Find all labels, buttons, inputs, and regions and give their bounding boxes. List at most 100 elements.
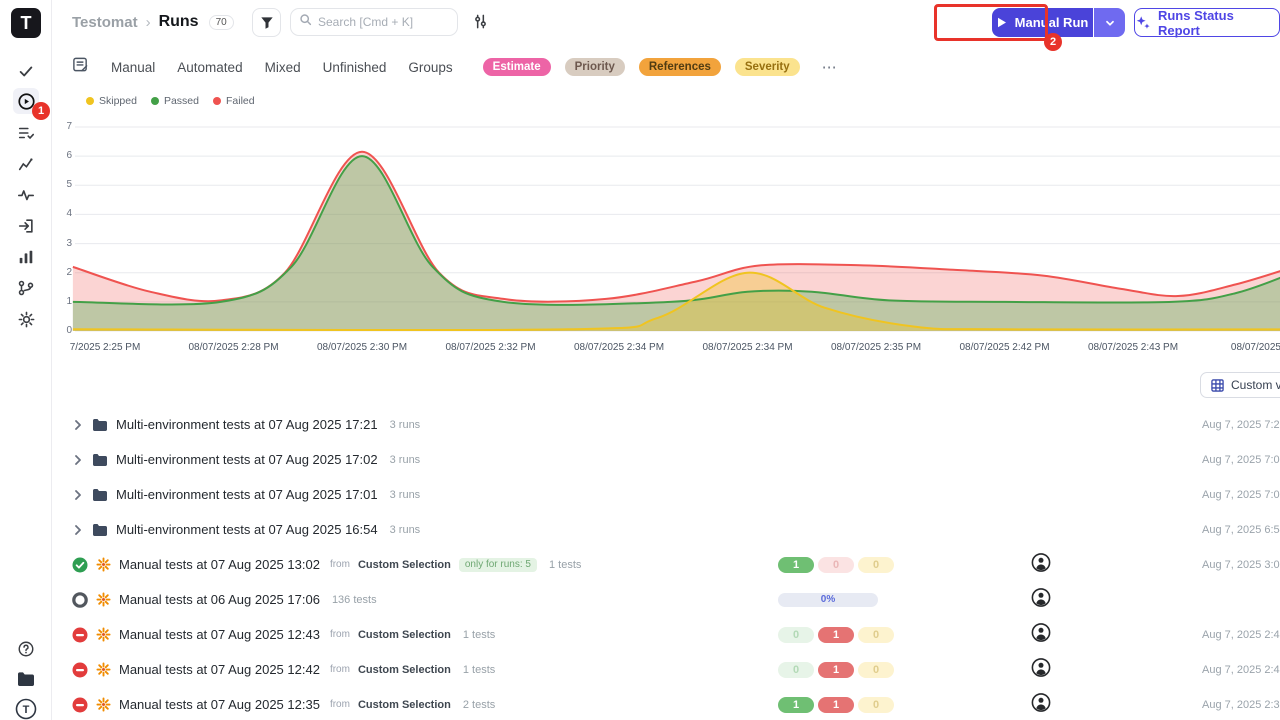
run-from-label: from (329, 559, 350, 570)
manual-run-dropdown-button[interactable] (1094, 8, 1125, 37)
sidebar-settings-gear-icon[interactable] (13, 306, 39, 332)
tab-automated[interactable]: Automated (177, 59, 243, 75)
manual-run-icon (96, 662, 111, 677)
y-tick: 2 (66, 266, 72, 278)
sidebar-analytics-icon[interactable] (13, 151, 39, 177)
top-header: Testomat › Runs 70 Manual Run Runs Statu… (52, 0, 1280, 46)
sidebar-tasks-icon[interactable] (13, 120, 39, 146)
sidebar-import-icon[interactable] (13, 213, 39, 239)
chevron-right-icon[interactable] (72, 419, 84, 430)
run-from-label: from (329, 629, 350, 640)
run-group-row[interactable]: Multi-environment tests at 07 Aug 2025 1… (72, 512, 1280, 547)
run-title[interactable]: Manual tests at 06 Aug 2025 17:06 (119, 592, 320, 607)
sidebar-branches-icon[interactable] (13, 275, 39, 301)
run-row[interactable]: Manual tests at 07 Aug 2025 12:43 from Cus… (72, 617, 1280, 652)
filter-pill-priority[interactable]: Priority (564, 58, 625, 76)
run-title[interactable]: Multi-environment tests at 07 Aug 2025 1… (116, 522, 378, 537)
skipped-count-pill: 0 (858, 661, 894, 678)
run-title[interactable]: Manual tests at 07 Aug 2025 13:02 (119, 557, 320, 572)
y-tick: 7 (66, 121, 72, 132)
x-tick: 08/07/2025 2:42 PM (959, 342, 1050, 353)
run-title[interactable]: Manual tests at 07 Aug 2025 12:35 (119, 697, 320, 712)
run-title[interactable]: Manual tests at 07 Aug 2025 12:42 (119, 662, 320, 677)
run-from-label: from (329, 664, 350, 675)
failed-count-pill: 0 (818, 556, 854, 573)
sidebar-reports-icon[interactable] (13, 244, 39, 270)
profile-avatar[interactable]: T (13, 696, 39, 720)
assignee-icon[interactable] (1031, 552, 1051, 577)
run-group-row[interactable]: Multi-environment tests at 07 Aug 2025 1… (72, 407, 1280, 442)
chevron-down-icon (1105, 20, 1114, 26)
run-group-row[interactable]: Multi-environment tests at 07 Aug 2025 1… (72, 477, 1280, 512)
search-input[interactable] (318, 15, 438, 29)
run-title[interactable]: Manual tests at 07 Aug 2025 12:43 (119, 627, 320, 642)
run-group-row[interactable]: Multi-environment tests at 07 Aug 2025 1… (72, 442, 1280, 477)
app-logo[interactable]: T (11, 8, 41, 38)
assignee-icon[interactable] (1031, 587, 1051, 612)
filter-funnel-button[interactable] (252, 8, 281, 37)
runs-list: Multi-environment tests at 07 Aug 2025 1… (72, 407, 1280, 720)
sidebar-pulse-icon[interactable] (13, 182, 39, 208)
run-date: Aug 7, 2025 7:01 PM (1202, 488, 1280, 501)
filter-pill-estimate[interactable]: Estimate (482, 58, 551, 76)
edit-board-icon[interactable] (72, 56, 89, 78)
run-meta: 2 tests (462, 698, 496, 711)
tab-mixed[interactable]: Mixed (264, 59, 301, 75)
custom-view-button[interactable]: Custom view (1200, 372, 1280, 398)
tab-groups[interactable]: Groups (408, 59, 453, 75)
assignee-icon[interactable] (1031, 692, 1051, 717)
grid-view-icon (1211, 378, 1224, 392)
run-title[interactable]: Multi-environment tests at 07 Aug 2025 1… (116, 452, 378, 467)
assignee-icon[interactable] (1031, 657, 1051, 682)
status-pending-icon (72, 591, 88, 608)
run-meta: 3 runs (389, 523, 421, 536)
skipped-count-pill: 0 (858, 696, 894, 713)
run-row[interactable]: Manual tests at 07 Aug 2025 13:02 from Cus… (72, 547, 1280, 582)
run-date: Aug 7, 2025 7:21 PM (1202, 418, 1280, 431)
run-date: Aug 7, 2025 7:02 PM (1202, 453, 1280, 466)
filter-pill-references[interactable]: References (638, 58, 721, 76)
x-tick: 08/07/2025 2:34 PM (573, 342, 665, 353)
runs-count-badge: 70 (208, 14, 234, 30)
line-skipped (72, 271, 1280, 332)
chevron-right-icon[interactable] (72, 524, 84, 535)
play-icon (997, 17, 1006, 28)
search-box[interactable] (290, 8, 458, 36)
more-filters-button[interactable]: ⋯ (821, 59, 839, 76)
tab-manual[interactable]: Manual (111, 59, 156, 75)
filter-pill-severity[interactable]: Severity (734, 58, 800, 76)
run-row[interactable]: Manual tests at 06 Aug 2025 17:06 136 tes… (72, 582, 1280, 617)
chevron-right-icon[interactable] (72, 489, 84, 500)
breadcrumb-project[interactable]: Testomat (72, 13, 138, 31)
run-title[interactable]: Multi-environment tests at 07 Aug 2025 1… (116, 417, 378, 432)
y-tick: 5 (66, 179, 72, 191)
x-tick: 7/2025 2:25 PM (69, 342, 141, 353)
tab-unfinished[interactable]: Unfinished (322, 59, 387, 75)
runs-status-report-button[interactable]: Runs Status Report (1134, 8, 1280, 38)
run-row[interactable]: Manual tests at 07 Aug 2025 12:35 from Cus… (72, 687, 1280, 720)
sidebar: T T (0, 0, 52, 720)
x-tick: 08/07/2025 2:43 PM (1087, 342, 1179, 353)
run-title[interactable]: Multi-environment tests at 07 Aug 2025 1… (116, 487, 378, 502)
manual-run-button[interactable]: Manual Run (992, 8, 1093, 37)
help-icon[interactable] (13, 636, 39, 662)
status-passed-icon (72, 557, 88, 573)
annotation-step-2: 2 (1044, 33, 1062, 51)
sparkles-icon (1136, 15, 1150, 29)
run-source-label: Custom Selection (357, 558, 451, 571)
run-meta: 3 runs (389, 418, 421, 431)
legend-dot-failed (212, 97, 221, 105)
run-meta: 1 tests (549, 558, 582, 571)
run-row[interactable]: Manual tests at 07 Aug 2025 12:42 from Cus… (72, 652, 1280, 687)
run-from-label: from (329, 699, 350, 710)
manual-run-icon (96, 627, 111, 642)
assignee-icon[interactable] (1031, 622, 1051, 647)
chevron-right-icon[interactable] (72, 454, 84, 465)
sidebar-checks-icon[interactable] (13, 58, 39, 84)
manual-run-icon (96, 592, 111, 607)
projects-folder-icon[interactable] (13, 666, 39, 692)
passed-count-pill: 0 (778, 661, 814, 678)
adjustments-icon[interactable] (472, 13, 489, 35)
skipped-count-pill: 0 (858, 556, 894, 573)
